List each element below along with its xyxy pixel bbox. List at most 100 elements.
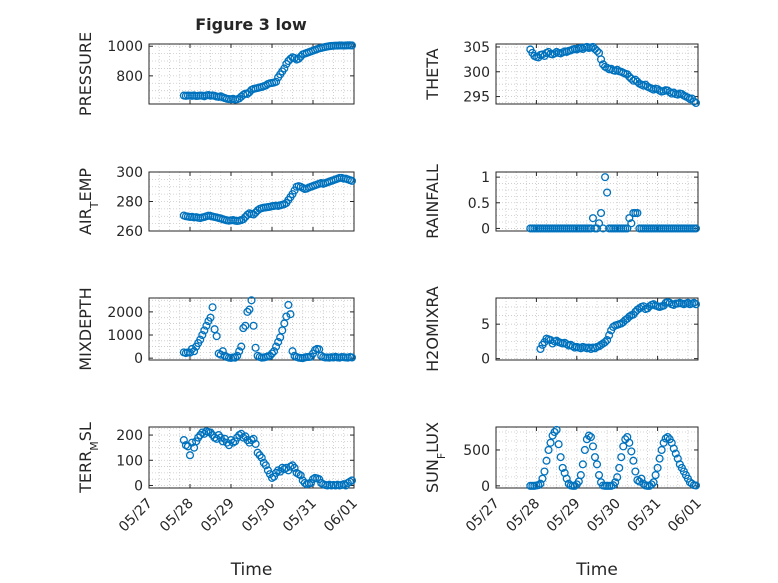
data-point <box>584 343 593 352</box>
data-point <box>272 77 281 86</box>
y-tick-label: 0 <box>481 221 490 237</box>
data-point <box>347 41 357 50</box>
data-point <box>683 93 692 102</box>
data-point <box>586 432 595 442</box>
data-point <box>603 188 612 197</box>
data-point <box>655 454 664 463</box>
y-axis-label-h2omixra: H2OMIXRA <box>423 286 442 372</box>
data-point <box>235 347 244 356</box>
data-point <box>534 481 543 490</box>
data-point <box>651 471 660 480</box>
data-point <box>633 476 642 485</box>
data-point <box>546 438 555 447</box>
data-point <box>210 325 219 334</box>
data-point <box>562 474 571 483</box>
data-point <box>280 64 289 73</box>
data-point <box>617 453 626 462</box>
data-point <box>269 347 279 356</box>
data-point <box>601 173 610 182</box>
data-point <box>659 438 668 447</box>
y-tick-label: 295 <box>463 90 490 106</box>
data-point <box>691 481 701 490</box>
data-point <box>619 442 628 451</box>
axes-border-sun-flux <box>495 426 699 489</box>
data-point <box>267 349 277 358</box>
data-point <box>663 432 672 442</box>
data-point <box>653 463 662 472</box>
data-point <box>188 438 197 447</box>
data-point <box>224 441 234 450</box>
y-tick-label: 300 <box>116 165 143 181</box>
data-point <box>185 451 195 460</box>
data-point <box>347 353 357 362</box>
data-point <box>625 438 634 447</box>
data-point <box>554 440 563 449</box>
data-point <box>647 480 656 489</box>
data-point <box>633 208 642 218</box>
data-point <box>661 434 670 443</box>
data-point <box>212 332 221 341</box>
data-point <box>588 442 598 451</box>
subplot-h2omixra: 0 5 H2OMIXRA <box>423 286 701 372</box>
y-tick-label: 305 <box>463 40 490 56</box>
data-point <box>206 428 215 437</box>
data-point <box>290 463 299 472</box>
data-point <box>222 438 231 447</box>
data-point <box>625 312 634 321</box>
data-point <box>286 310 295 319</box>
subplot-air-temp: 260 280 300 AIRTEMP <box>76 165 357 240</box>
data-point <box>592 224 602 233</box>
data-point <box>202 321 211 330</box>
data-point <box>538 474 547 483</box>
data-point <box>665 298 674 307</box>
data-point <box>637 474 646 483</box>
data-point <box>284 300 293 309</box>
data-point <box>649 478 658 487</box>
y-tick-label: 0 <box>134 478 143 494</box>
data-point <box>198 330 207 340</box>
data-point <box>231 353 240 362</box>
data-point <box>623 70 632 79</box>
y-tick-label: 5 <box>481 317 490 333</box>
data-point <box>536 344 545 354</box>
data-point <box>276 333 285 342</box>
y-axis-label-mixdepth: MIXDEPTH <box>76 287 95 370</box>
data-point <box>683 298 692 307</box>
data-point <box>253 448 262 457</box>
y-tick-label: 1 <box>481 170 490 186</box>
data-point <box>218 437 227 446</box>
data-point <box>627 447 636 456</box>
data-point <box>613 473 622 482</box>
data-point <box>556 453 565 462</box>
data-point <box>605 331 614 340</box>
data-point <box>580 445 589 455</box>
data-point <box>677 90 686 99</box>
axes-border-mixdepth <box>148 297 355 361</box>
data-point <box>627 219 636 228</box>
data-point <box>601 338 610 347</box>
x-axis-label: Time <box>575 560 618 580</box>
data-point <box>296 471 305 480</box>
data-point <box>247 296 256 305</box>
data-point <box>631 467 640 476</box>
data-point <box>592 460 602 469</box>
data-point <box>552 425 561 434</box>
data-point <box>691 224 701 233</box>
data-point <box>243 89 252 98</box>
data-point <box>657 445 666 455</box>
data-point <box>282 312 291 321</box>
data-point <box>578 460 587 469</box>
data-point <box>671 449 680 458</box>
data-point <box>687 479 696 488</box>
data-point <box>261 461 270 470</box>
data-point <box>265 351 275 360</box>
data-point <box>635 304 644 313</box>
y-tick-label: 0 <box>134 351 143 367</box>
data-point <box>588 214 598 223</box>
y-axis-label-air-temp: AIRTEMP <box>76 168 101 235</box>
data-point <box>272 468 281 477</box>
data-point <box>570 481 579 490</box>
axes-border-theta <box>495 43 699 105</box>
data-point <box>259 458 268 467</box>
data-point <box>188 344 197 353</box>
